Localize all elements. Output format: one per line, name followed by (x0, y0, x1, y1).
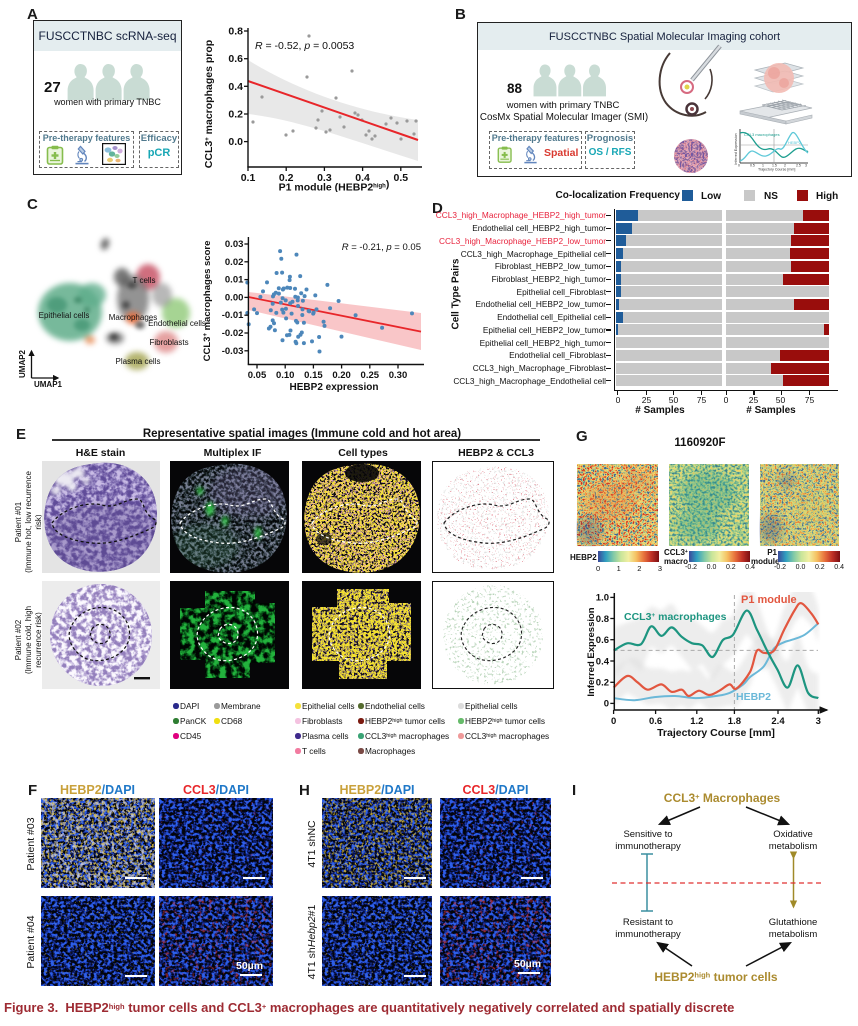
svg-text:0.1: 0.1 (241, 172, 256, 184)
svg-text:CCL3+ macrophages score: CCL3+ macrophages score (202, 241, 213, 362)
svg-text:3: 3 (805, 164, 807, 168)
svg-text:0: 0 (611, 716, 616, 727)
svg-text:R = -0.52, p = 0.0053: R = -0.52, p = 0.0053 (255, 40, 354, 52)
svg-text:0.00: 0.00 (225, 292, 244, 303)
svg-text:0.4: 0.4 (228, 81, 243, 93)
svg-text:metabolism: metabolism (769, 929, 818, 940)
svg-text:Macrophages: Macrophages (109, 313, 157, 322)
svg-text:0.2: 0.2 (228, 109, 243, 121)
svg-text:R = -0.21, p = 0.05: R = -0.21, p = 0.05 (342, 242, 421, 253)
svg-text:1.5: 1.5 (772, 164, 777, 168)
svg-text:0: 0 (738, 164, 740, 168)
svg-text:UMAP1: UMAP1 (34, 380, 63, 389)
svg-text:0.6: 0.6 (649, 716, 662, 727)
svg-text:HEBP2: HEBP2 (736, 691, 771, 703)
svg-text:CCL3+ macrophages: CCL3+ macrophages (624, 611, 727, 623)
svg-text:0.4: 0.4 (355, 172, 370, 184)
svg-text:HEBP2: HEBP2 (788, 140, 802, 145)
svg-text:0.2: 0.2 (279, 172, 294, 184)
svg-text:-0.03: -0.03 (222, 346, 244, 357)
svg-text:0.4: 0.4 (596, 656, 610, 667)
svg-text:immunotherapy: immunotherapy (615, 841, 681, 852)
svg-text:P1 module (HEBP2high): P1 module (HEBP2high) (279, 179, 390, 193)
svg-text:0.5: 0.5 (393, 172, 408, 184)
svg-text:immunotherapy: immunotherapy (615, 929, 681, 940)
svg-text:0.3: 0.3 (317, 172, 332, 184)
svg-text:0.20: 0.20 (332, 370, 351, 381)
svg-text:1.8: 1.8 (728, 716, 741, 727)
svg-text:Endothelial cells: Endothelial cells (148, 319, 206, 328)
svg-text:2: 2 (784, 164, 786, 168)
svg-text:0.25: 0.25 (361, 370, 380, 381)
svg-text:HEBP2 expression: HEBP2 expression (290, 382, 379, 393)
svg-text:0.8: 0.8 (228, 26, 243, 38)
svg-text:0.03: 0.03 (225, 239, 244, 250)
svg-text:1.0: 1.0 (596, 593, 609, 604)
svg-text:T cells: T cells (133, 276, 156, 285)
svg-text:Resistant to: Resistant to (623, 917, 673, 928)
svg-text:0.15: 0.15 (304, 370, 323, 381)
svg-text:Trajectory Course [mm]: Trajectory Course [mm] (758, 168, 795, 172)
svg-text:Trajectory Course [mm]: Trajectory Course [mm] (657, 727, 775, 739)
svg-text:1: 1 (762, 164, 764, 168)
svg-text:1.2: 1.2 (690, 716, 703, 727)
svg-text:CCL3 macrophages: CCL3 macrophages (744, 132, 780, 137)
svg-text:CCL3+ Macrophages: CCL3+ Macrophages (664, 791, 781, 805)
svg-text:2.5: 2.5 (796, 164, 801, 168)
svg-text:UMAP2: UMAP2 (18, 349, 27, 378)
svg-text:Oxidative: Oxidative (773, 829, 813, 840)
svg-text:0.02: 0.02 (225, 257, 244, 268)
svg-text:P1 module: P1 module (741, 594, 797, 606)
svg-text:HEBP2high tumor cells: HEBP2high tumor cells (654, 970, 778, 984)
svg-text:Plasma cells: Plasma cells (116, 357, 161, 366)
svg-text:0: 0 (604, 699, 609, 710)
svg-text:0.2: 0.2 (596, 678, 609, 689)
svg-text:0.6: 0.6 (596, 635, 609, 646)
svg-text:metabolism: metabolism (769, 841, 818, 852)
svg-text:0.10: 0.10 (276, 370, 295, 381)
svg-text:Fibroblasts: Fibroblasts (149, 338, 188, 347)
svg-text:-0.01: -0.01 (222, 310, 244, 321)
svg-text:0.5: 0.5 (750, 164, 755, 168)
svg-text:Sensitive to: Sensitive to (623, 829, 672, 840)
svg-text:Inferred Expression: Inferred Expression (734, 133, 738, 164)
svg-text:0.0: 0.0 (228, 136, 243, 148)
svg-text:0.8: 0.8 (596, 614, 609, 625)
svg-text:Epithelial cells: Epithelial cells (39, 311, 90, 320)
svg-text:0.30: 0.30 (389, 370, 408, 381)
svg-text:3: 3 (816, 716, 821, 727)
svg-text:0.05: 0.05 (248, 370, 267, 381)
svg-text:0.01: 0.01 (225, 275, 244, 286)
svg-text:2.4: 2.4 (771, 716, 785, 727)
svg-text:Inferred Expression: Inferred Expression (586, 607, 597, 696)
svg-text:CCL3+ macrophages prop: CCL3+ macrophages prop (203, 40, 215, 168)
svg-text:Glutathione: Glutathione (769, 917, 818, 928)
svg-text:0.6: 0.6 (228, 53, 243, 65)
svg-text:-0.02: -0.02 (222, 328, 244, 339)
